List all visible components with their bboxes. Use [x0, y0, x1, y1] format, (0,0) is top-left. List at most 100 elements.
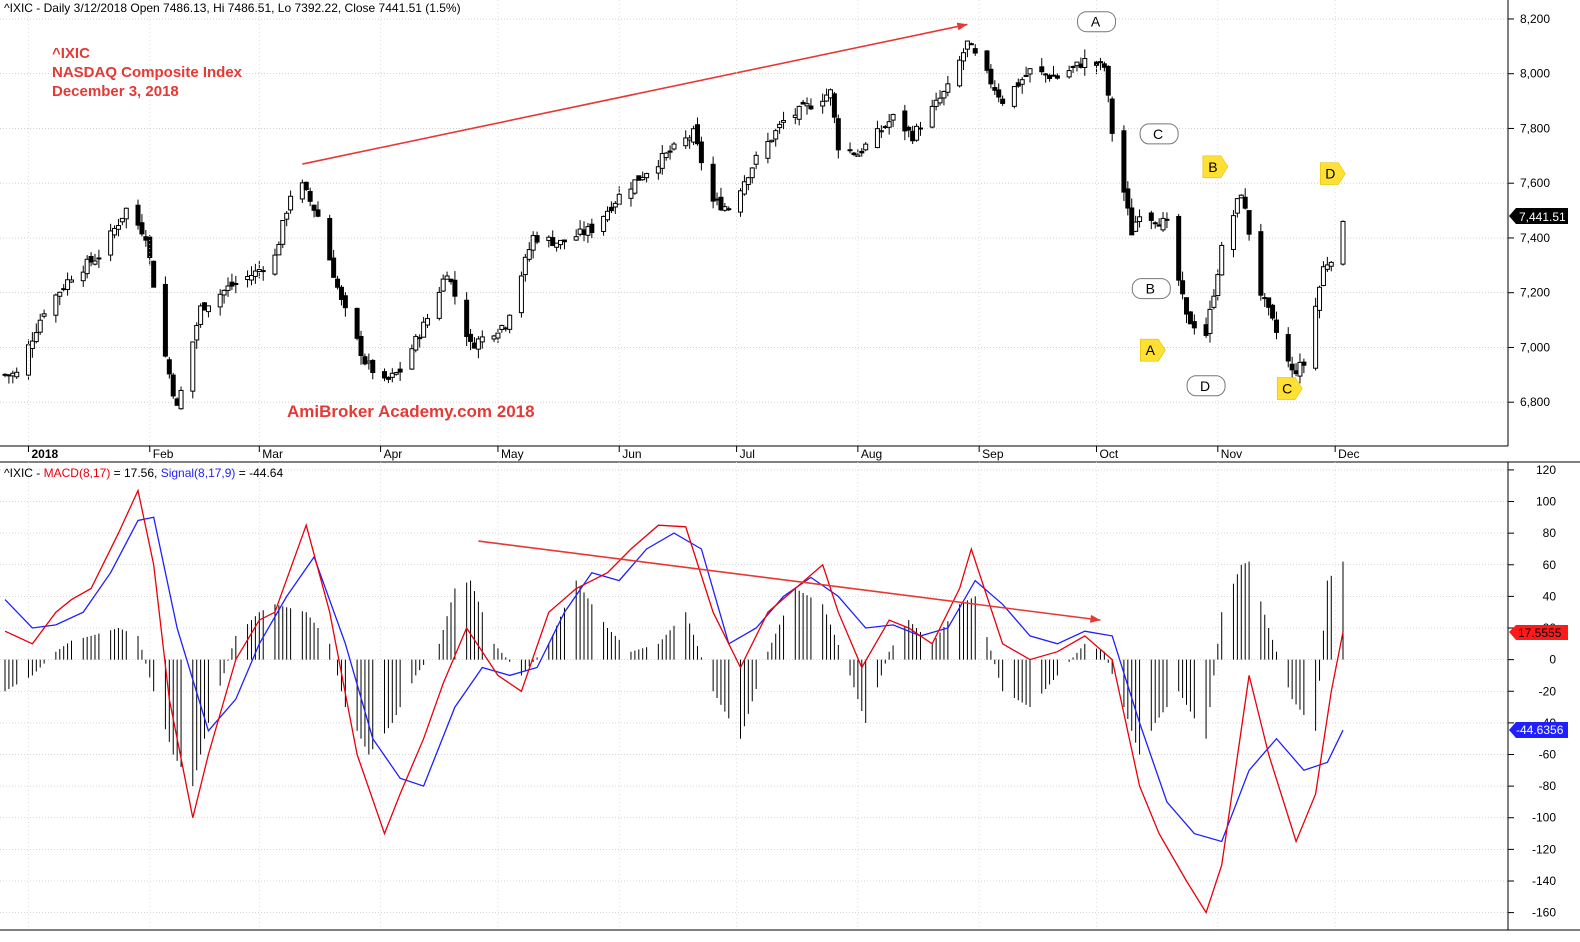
candle: [726, 206, 732, 211]
candle: [550, 230, 556, 247]
candle-body: [792, 114, 798, 118]
candle-body: [1023, 74, 1029, 77]
x-tick-label: Apr: [384, 447, 403, 461]
candle: [342, 292, 348, 317]
candle-body: [393, 372, 399, 375]
candle: [1011, 86, 1017, 109]
candle-body: [561, 239, 567, 243]
candle-body: [151, 260, 157, 288]
candle: [718, 187, 724, 211]
candle-body: [1270, 304, 1276, 319]
candle-body: [57, 291, 63, 297]
candle-body: [601, 215, 607, 232]
candle-body: [229, 281, 235, 287]
candle-body: [256, 269, 262, 273]
candle: [385, 376, 391, 384]
last-price-tag-shape: [1509, 208, 1568, 224]
candle-body: [554, 242, 560, 248]
candle-body: [585, 226, 591, 236]
candle-body: [1156, 224, 1162, 227]
candle-body: [636, 175, 642, 181]
candle-body: [252, 270, 258, 277]
candle-body: [503, 327, 509, 330]
candle-body: [1050, 74, 1056, 77]
candle: [847, 142, 853, 154]
candle-body: [409, 348, 415, 370]
macd-y-tick-label: 120: [1536, 463, 1556, 477]
candle-body: [108, 230, 114, 256]
candle: [1270, 303, 1276, 321]
candle: [945, 75, 951, 97]
candle-body: [726, 208, 732, 211]
wave-label-bubble: [1077, 11, 1117, 33]
candle-body: [112, 227, 118, 236]
candle: [1097, 57, 1103, 71]
candle: [902, 104, 908, 141]
candle-body: [342, 295, 348, 309]
x-tick-label: Jun: [622, 447, 641, 461]
candle: [14, 367, 20, 380]
candle: [358, 330, 364, 365]
candle-body: [1105, 65, 1111, 96]
candle-body: [1215, 274, 1221, 297]
candle-body: [479, 336, 485, 343]
candle: [589, 218, 595, 239]
candle-body: [338, 286, 344, 300]
candle-body: [718, 196, 724, 211]
candle-body: [1074, 61, 1080, 67]
candle-body: [41, 313, 47, 317]
candle: [115, 218, 121, 237]
candle-body: [804, 103, 810, 107]
candle-body: [190, 341, 196, 392]
candle: [1211, 289, 1217, 310]
candle: [1313, 297, 1319, 371]
macd-value-label: 17.5555: [1518, 626, 1562, 640]
candle-body: [1285, 334, 1291, 362]
candle: [659, 145, 665, 175]
macd-trend-arrowhead: [1090, 614, 1101, 623]
macd-grid: [0, 462, 1508, 930]
candle: [640, 171, 646, 181]
candle: [1082, 49, 1088, 76]
macd-y-tick-label: -60: [1539, 748, 1557, 762]
macd-y-tick-label: 60: [1543, 558, 1557, 572]
wave-label-text: B: [1146, 281, 1155, 297]
candle: [1125, 181, 1131, 216]
candle-body: [738, 190, 744, 213]
candle-body: [425, 318, 431, 326]
candle: [753, 151, 759, 170]
candle-body: [526, 249, 532, 260]
candle-body: [827, 89, 833, 99]
candle: [738, 188, 744, 217]
candle-body: [546, 236, 552, 241]
candle-body: [968, 43, 974, 46]
candle: [835, 114, 841, 159]
candle-body: [80, 271, 86, 282]
candle: [937, 90, 943, 106]
candle-body: [683, 137, 689, 147]
candle-body: [937, 97, 943, 104]
wave-label-text: C: [1153, 126, 1163, 142]
candle-body: [174, 398, 180, 406]
candle: [972, 44, 978, 56]
candle-body: [1317, 286, 1323, 311]
candle-body: [1230, 215, 1236, 250]
candle-body: [248, 275, 254, 281]
candle-body: [385, 376, 391, 380]
candle-body: [464, 299, 470, 337]
candle-body: [1191, 321, 1197, 329]
candle-body: [135, 204, 141, 226]
price-y-ticks: 8,200 8,000 7,800 7,600 7,400 7,200 7,000 6,800: [1508, 12, 1550, 409]
watermark: AmiBroker Academy.com 2018: [287, 402, 535, 421]
candle: [327, 214, 333, 261]
price-y-tick-label: 7,200: [1520, 286, 1550, 300]
candle: [863, 142, 869, 152]
candle: [878, 125, 884, 138]
macd-y-tick-label: -160: [1532, 906, 1556, 920]
candle: [1164, 212, 1170, 229]
candle-body: [608, 206, 614, 212]
macd-y-tick-label: 40: [1543, 589, 1557, 603]
candle-body: [417, 337, 423, 340]
candle: [749, 167, 755, 184]
